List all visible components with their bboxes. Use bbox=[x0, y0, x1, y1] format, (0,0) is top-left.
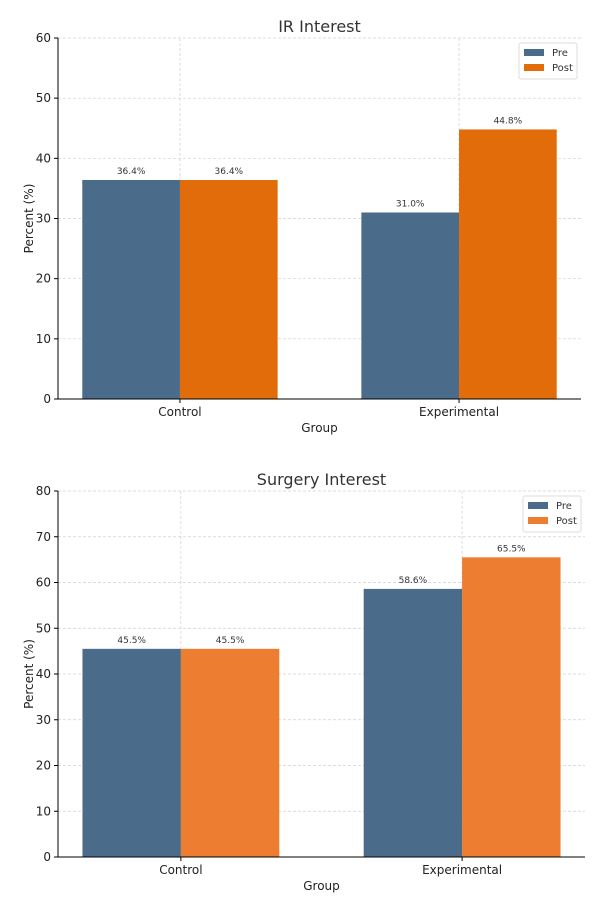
data-label: 45.5% bbox=[216, 636, 245, 646]
legend-swatch-pre bbox=[524, 49, 544, 56]
legend-label: Post bbox=[556, 516, 577, 527]
y-tick-label: 10 bbox=[36, 332, 51, 346]
bar-pre-experimental bbox=[363, 588, 463, 857]
x-tick-label: Control bbox=[158, 405, 201, 419]
y-tick-label: 0 bbox=[43, 850, 51, 864]
y-tick-label: 20 bbox=[36, 759, 51, 773]
x-axis-label: Group bbox=[303, 879, 340, 893]
legend-label: Pre bbox=[552, 48, 568, 59]
legend: Pre Post bbox=[518, 42, 578, 80]
legend-swatch-pre bbox=[528, 502, 548, 509]
bar-post-control bbox=[179, 179, 278, 399]
y-tick-label: 70 bbox=[36, 530, 51, 544]
y-tick-label: 30 bbox=[36, 212, 51, 226]
y-tick-label: 50 bbox=[36, 621, 51, 635]
data-label: 44.8% bbox=[494, 116, 523, 126]
y-tick-label: 30 bbox=[36, 713, 51, 727]
y-tick-label: 80 bbox=[36, 484, 51, 498]
x-axis-label: Group bbox=[301, 421, 338, 435]
chart-panel-0: 0 10 20 30 40 50 60 36.4% 31.0% 36.4% 44.8% Control… bbox=[22, 17, 581, 435]
legend-swatch-post bbox=[528, 517, 548, 524]
data-label: 58.6% bbox=[399, 576, 428, 586]
y-tick-label: 60 bbox=[36, 31, 51, 45]
data-label: 45.5% bbox=[117, 636, 146, 646]
data-label: 31.0% bbox=[396, 199, 425, 209]
chart-title: Surgery Interest bbox=[257, 470, 386, 489]
legend-swatch-post bbox=[524, 64, 544, 71]
bar-post-experimental bbox=[459, 129, 557, 399]
x-tick-label: Experimental bbox=[422, 863, 502, 877]
y-tick-label: 60 bbox=[36, 576, 51, 590]
bar-pre-control bbox=[82, 179, 180, 399]
x-tick-label: Control bbox=[159, 863, 202, 877]
chart-panel-1: 0 10 20 30 40 50 60 70 80 45.5% 58.6% 45.5% 65.5% Con… bbox=[22, 470, 585, 893]
x-tick-label: Experimental bbox=[419, 405, 499, 419]
y-axis-label: Percent (%) bbox=[22, 639, 36, 709]
bar-post-control bbox=[180, 648, 280, 857]
legend: Pre Post bbox=[522, 495, 582, 533]
data-label: 36.4% bbox=[117, 167, 146, 177]
y-tick-label: 50 bbox=[36, 91, 51, 105]
y-tick-label: 40 bbox=[36, 151, 51, 165]
data-label: 36.4% bbox=[215, 167, 244, 177]
chart-title: IR Interest bbox=[278, 17, 361, 36]
legend-label: Pre bbox=[556, 501, 572, 512]
data-label: 65.5% bbox=[497, 544, 526, 554]
bar-pre-experimental bbox=[361, 212, 460, 399]
bar-post-experimental bbox=[462, 557, 561, 857]
y-tick-label: 40 bbox=[36, 667, 51, 681]
y-tick-label: 0 bbox=[43, 392, 51, 406]
y-axis-label: Percent (%) bbox=[22, 184, 36, 254]
legend-label: Post bbox=[552, 63, 573, 74]
bar-pre-control bbox=[82, 648, 181, 857]
y-tick-label: 20 bbox=[36, 272, 51, 286]
y-tick-label: 10 bbox=[36, 804, 51, 818]
